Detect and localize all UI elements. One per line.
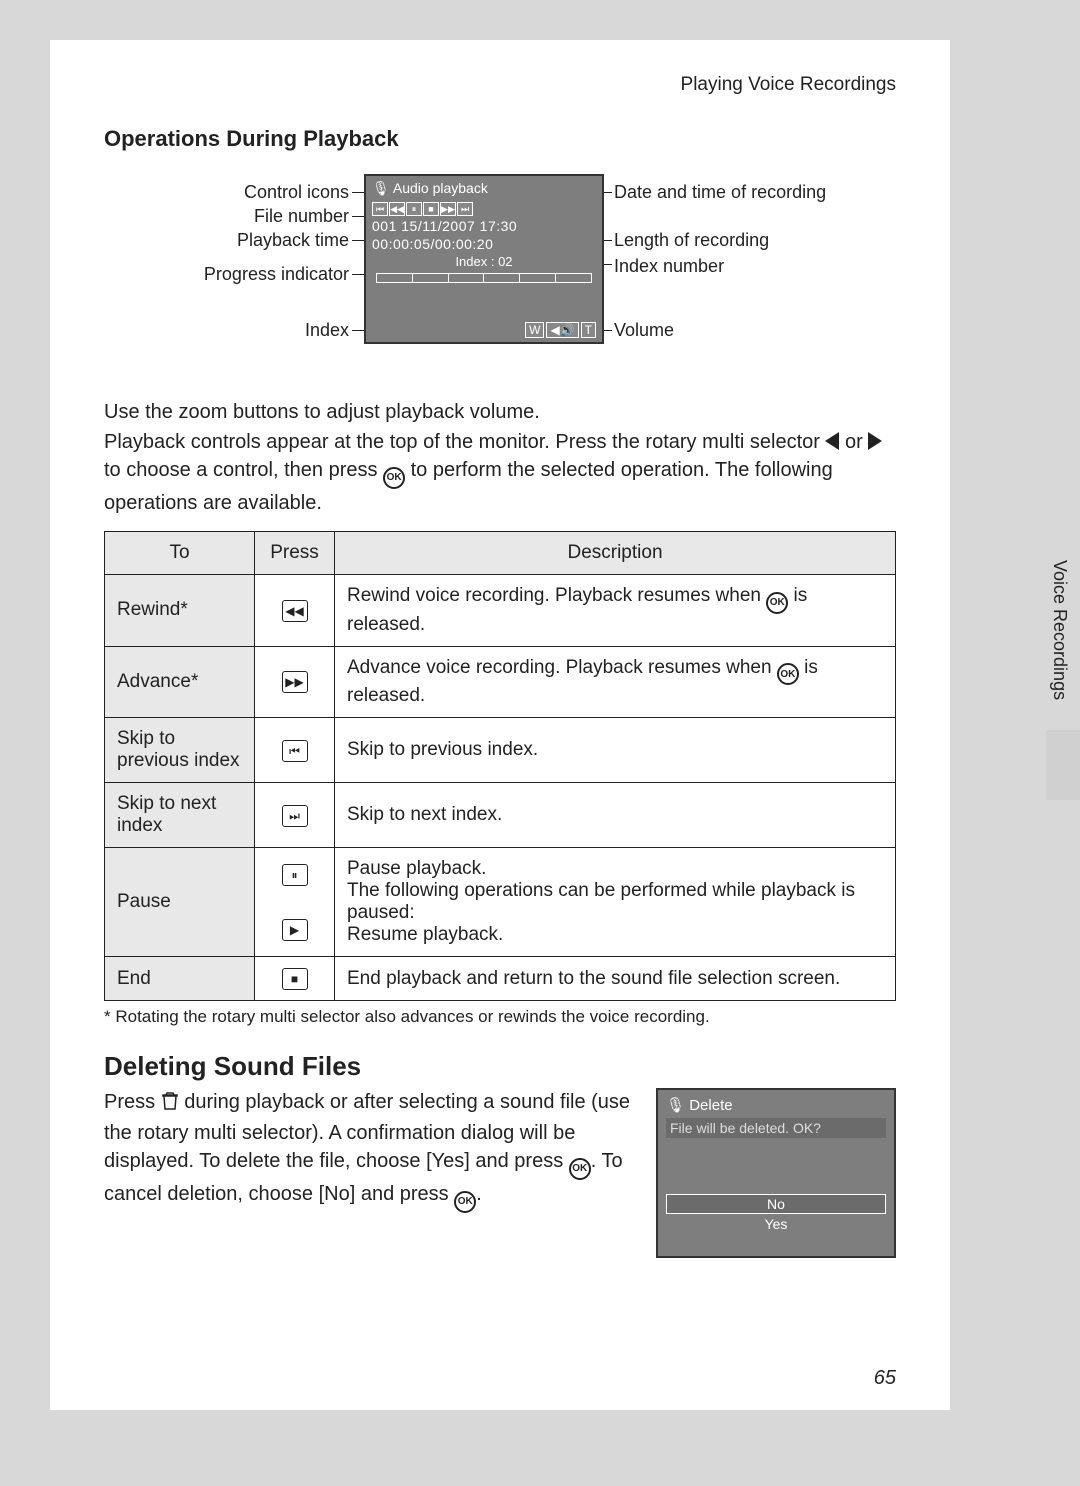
cell-press: ⏸ ▶ [255, 848, 335, 957]
table-row: Skip to next index ⏭ Skip to next index. [105, 783, 896, 848]
para-deleting: Press during playback or after selecting… [104, 1088, 636, 1213]
delete-dialog-screen: 🎙 Delete File will be deleted. OK? No Ye… [656, 1088, 896, 1258]
label-index-number: Index number [614, 256, 724, 277]
table-row: End ■ End playback and return to the sou… [105, 957, 896, 1001]
label-playback-time: Playback time [104, 230, 349, 251]
col-header-description: Description [335, 532, 896, 575]
dialog-message: File will be deleted. OK? [666, 1118, 886, 1138]
lcd-progress-bar [376, 273, 592, 283]
cell-to: Skip to next index [105, 783, 255, 848]
para-zoom-volume: Use the zoom buttons to adjust playback … [104, 398, 896, 426]
operations-table: To Press Description Rewind* ◀◀ Rewind v… [104, 531, 896, 1001]
skip-prev-icon: ⏮ [282, 740, 308, 762]
advance-icon: ▶▶ [282, 671, 308, 693]
cell-press: ■ [255, 957, 335, 1001]
ok-button-icon: OK [766, 592, 788, 614]
cell-press: ⏭ [255, 783, 335, 848]
cell-press: ⏮ [255, 718, 335, 783]
lcd-title: 🎙 Audio playback [372, 180, 596, 197]
triangle-right-icon [868, 432, 882, 450]
cell-desc: Pause playback. The following operations… [335, 848, 896, 957]
playback-diagram: Control icons File number Playback time … [104, 164, 896, 384]
table-row: Skip to previous index ⏮ Skip to previou… [105, 718, 896, 783]
icon-stop: ■ [423, 202, 439, 216]
ok-button-icon: OK [454, 1191, 476, 1213]
manual-page: Playing Voice Recordings Operations Duri… [50, 40, 950, 1410]
cell-to: Advance* [105, 646, 255, 718]
page-header: Playing Voice Recordings [104, 74, 896, 96]
play-icon: ▶ [282, 919, 308, 941]
cell-desc: End playback and return to the sound fil… [335, 957, 896, 1001]
lcd-control-icons: ⏮◀◀⏸■▶▶⏭ [372, 199, 596, 216]
ok-button-icon: OK [777, 663, 799, 685]
section-heading-operations: Operations During Playback [104, 126, 896, 152]
cell-desc: Rewind voice recording. Playback resumes… [335, 575, 896, 647]
table-header-row: To Press Description [105, 532, 896, 575]
stop-icon: ■ [282, 968, 308, 990]
cell-to: Rewind* [105, 575, 255, 647]
col-header-press: Press [255, 532, 335, 575]
lcd-index-line: Index : 02 [372, 254, 596, 269]
para-controls: Playback controls appear at the top of t… [104, 428, 896, 517]
speaker-icon: ◀🔊 [546, 322, 578, 338]
zoom-t-icon: T [581, 322, 596, 338]
lcd-title-text: Audio playback [393, 180, 488, 196]
table-row: Rewind* ◀◀ Rewind voice recording. Playb… [105, 575, 896, 647]
label-progress-indicator: Progress indicator [104, 264, 349, 285]
icon-skip-next: ⏭ [457, 202, 473, 216]
dialog-title: 🎙 Delete [666, 1096, 886, 1114]
triangle-left-icon [825, 432, 839, 450]
section-heading-deleting: Deleting Sound Files [104, 1051, 896, 1082]
side-tab-indicator [1046, 730, 1080, 800]
label-volume: Volume [614, 320, 674, 341]
icon-rewind: ◀◀ [389, 202, 405, 216]
cell-press: ◀◀ [255, 575, 335, 647]
ok-button-icon: OK [569, 1158, 591, 1180]
icon-advance: ▶▶ [440, 202, 456, 216]
trash-icon [161, 1091, 179, 1119]
label-control-icons: Control icons [104, 182, 349, 203]
cell-to: Pause [105, 848, 255, 957]
label-index: Index [104, 320, 349, 341]
cell-desc: Advance voice recording. Playback resume… [335, 646, 896, 718]
table-row: Advance* ▶▶ Advance voice recording. Pla… [105, 646, 896, 718]
pause-icon: ⏸ [282, 864, 308, 886]
lcd-time-line: 00:00:05/00:00:20 [372, 236, 596, 252]
page-number: 65 [874, 1367, 896, 1390]
side-tab-label: Voice Recordings [1049, 560, 1070, 700]
label-file-number: File number [104, 206, 349, 227]
footnote: * Rotating the rotary multi selector als… [104, 1007, 896, 1027]
dialog-option-yes[interactable]: Yes [666, 1216, 886, 1232]
rewind-icon: ◀◀ [282, 600, 308, 622]
label-date-time: Date and time of recording [614, 182, 826, 203]
cell-to: End [105, 957, 255, 1001]
table-row: Pause ⏸ ▶ Pause playback. The following … [105, 848, 896, 957]
icon-skip-prev: ⏮ [372, 202, 388, 216]
cell-desc: Skip to previous index. [335, 718, 896, 783]
skip-next-icon: ⏭ [282, 805, 308, 827]
ok-button-icon: OK [383, 467, 405, 489]
cell-desc: Skip to next index. [335, 783, 896, 848]
lcd-screen: 🎙 Audio playback ⏮◀◀⏸■▶▶⏭ 001 15/11/2007… [364, 174, 604, 344]
cell-to: Skip to previous index [105, 718, 255, 783]
label-length: Length of recording [614, 230, 769, 251]
cell-press: ▶▶ [255, 646, 335, 718]
lcd-file-line: 001 15/11/2007 17:30 [372, 218, 596, 234]
lcd-volume-icons: W◀🔊T [523, 322, 596, 338]
dialog-option-no[interactable]: No [666, 1194, 886, 1214]
zoom-w-icon: W [525, 322, 544, 338]
icon-pause: ⏸ [406, 202, 422, 216]
col-header-to: To [105, 532, 255, 575]
